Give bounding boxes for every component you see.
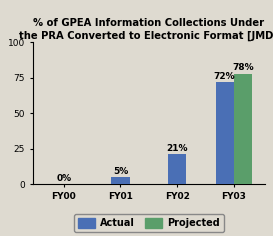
Text: 0%: 0% bbox=[56, 174, 72, 183]
Text: 5%: 5% bbox=[113, 167, 128, 176]
Bar bbox=[111, 177, 130, 184]
Bar bbox=[234, 74, 252, 184]
Bar bbox=[168, 154, 186, 184]
Bar bbox=[216, 82, 234, 184]
Text: 78%: 78% bbox=[232, 63, 254, 72]
Legend: Actual, Projected: Actual, Projected bbox=[74, 215, 224, 232]
Title: % of GPEA Information Collections Under
the PRA Converted to Electronic Format [: % of GPEA Information Collections Under … bbox=[19, 18, 273, 41]
Text: 72%: 72% bbox=[214, 72, 235, 81]
Text: 21%: 21% bbox=[166, 144, 188, 153]
